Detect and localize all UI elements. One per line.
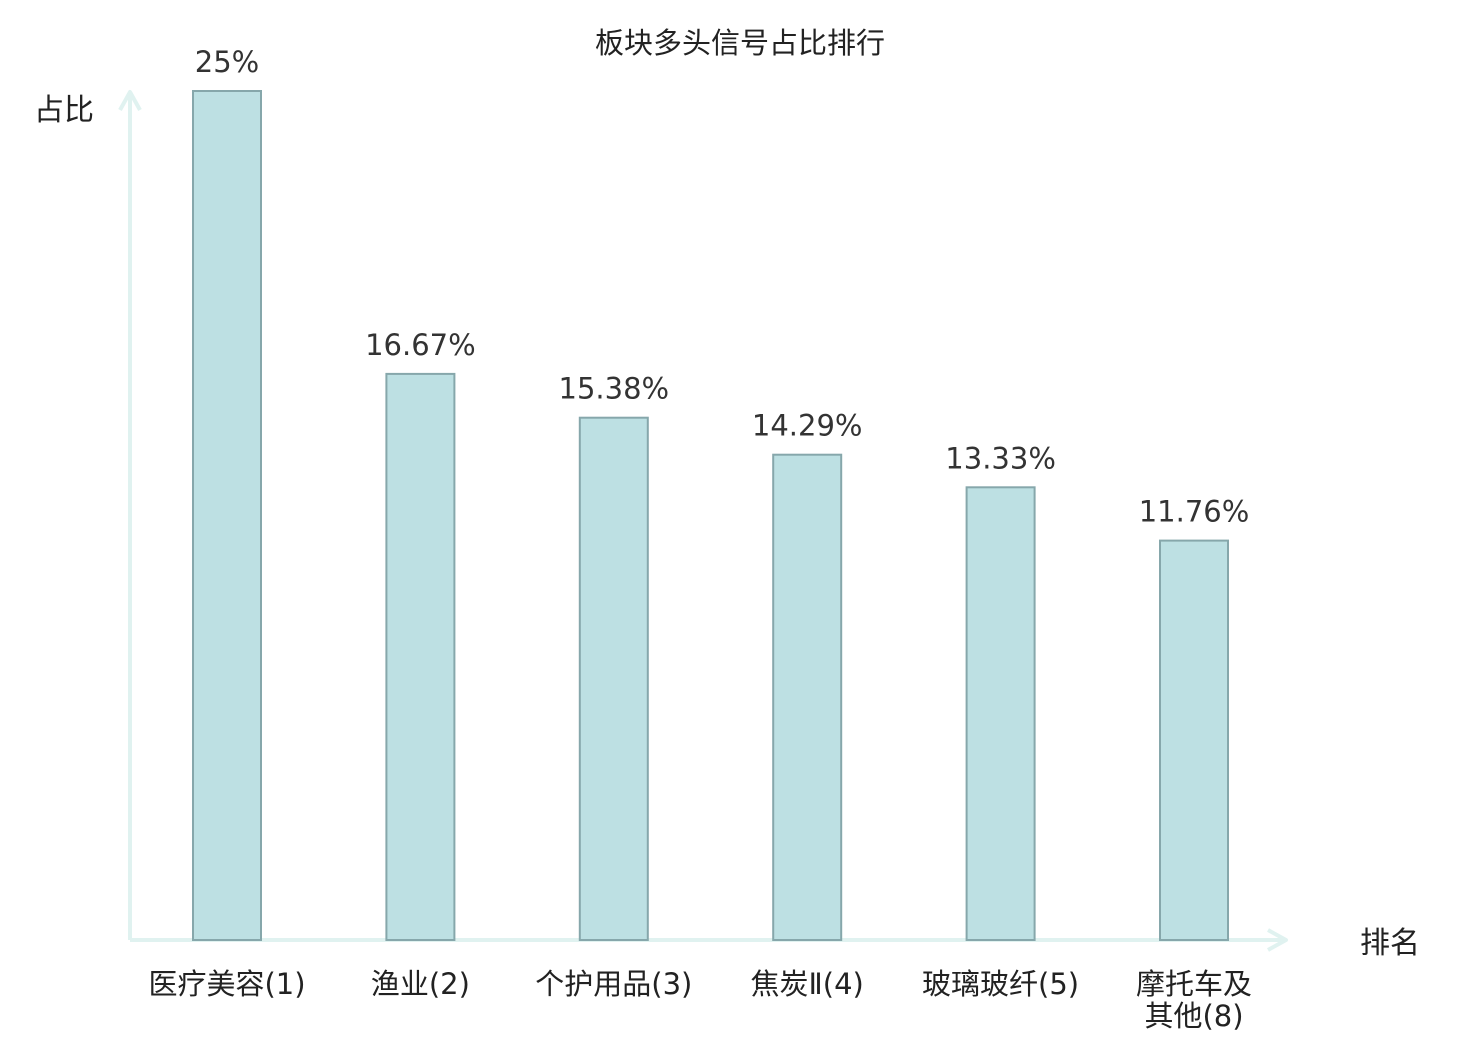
bar-2 bbox=[385, 372, 456, 941]
value-label-6: 11.76% bbox=[1139, 495, 1250, 529]
bar-5 bbox=[965, 486, 1036, 941]
category-label-5: 玻璃玻纤(5) bbox=[922, 967, 1079, 1001]
bar-1 bbox=[192, 90, 262, 941]
value-label-2: 16.67% bbox=[365, 328, 476, 362]
y-axis-title: 占比 bbox=[34, 93, 94, 128]
value-label-5: 13.33% bbox=[945, 441, 1056, 475]
category-label-1: 医疗美容(1) bbox=[148, 967, 305, 1001]
chart-title: 板块多头信号占比排行 bbox=[595, 26, 885, 60]
category-label-2: 渔业(2) bbox=[371, 967, 470, 1001]
value-label-4: 14.29% bbox=[752, 409, 863, 443]
category-label-6-line-2: 其他(8) bbox=[1144, 999, 1243, 1033]
value-label-1: 25% bbox=[195, 45, 259, 79]
axes bbox=[118, 90, 1288, 952]
x-axis-arrow-icon bbox=[1267, 928, 1288, 952]
x-axis-title: 排名 bbox=[1360, 926, 1420, 961]
category-label-4: 焦炭Ⅱ(4) bbox=[751, 967, 864, 1001]
y-axis-arrow-icon bbox=[118, 90, 142, 111]
bar-3 bbox=[578, 416, 649, 941]
bar-6 bbox=[1159, 539, 1229, 941]
category-label-6-line-1: 摩托车及 bbox=[1136, 967, 1252, 1001]
value-labels-group: 25% 16.67% 15.38% 14.29% 13.33% 11.76% bbox=[195, 45, 1250, 529]
bars-group bbox=[192, 90, 1229, 941]
category-label-3: 个护用品(3) bbox=[535, 967, 692, 1001]
category-labels-group: 医疗美容(1) 渔业(2) 个护用品(3) 焦炭Ⅱ(4) 玻璃玻纤(5) 摩托车及其他(8… bbox=[148, 967, 1252, 1033]
bar-4 bbox=[772, 453, 843, 941]
value-label-3: 15.38% bbox=[559, 372, 670, 406]
